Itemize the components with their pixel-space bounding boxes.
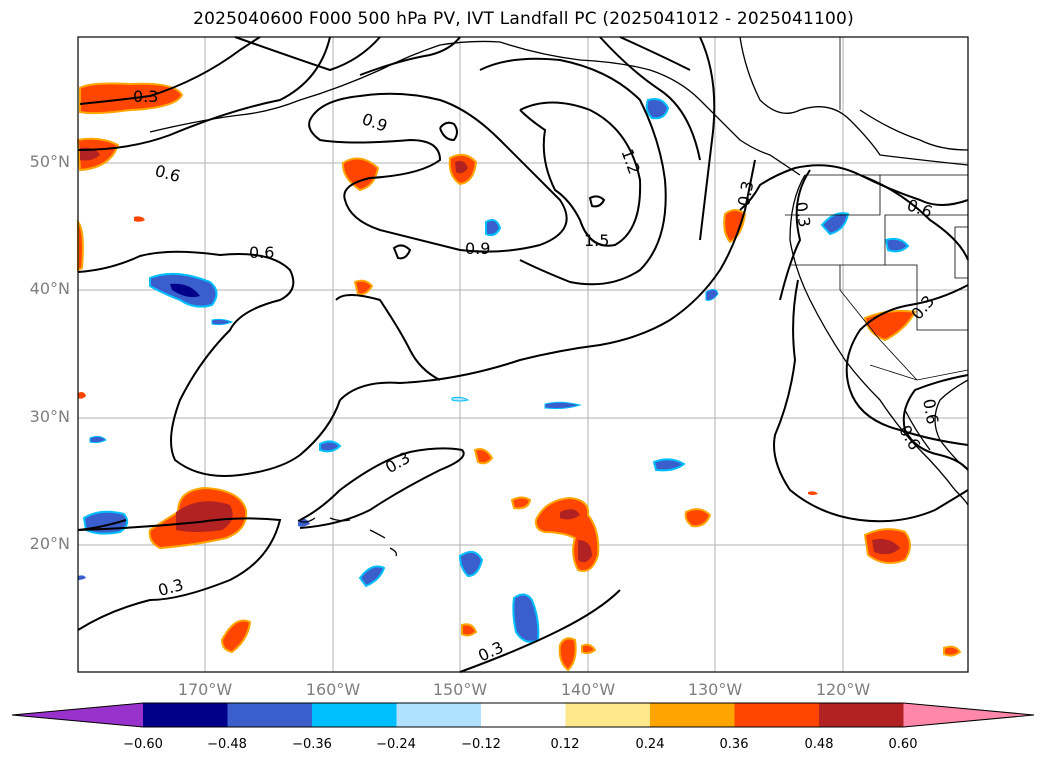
lon-label-160w: 160°W: [305, 680, 361, 699]
lon-label-140w: 140°W: [560, 680, 616, 699]
lon-label-150w: 150°W: [432, 680, 488, 699]
colorbar-tick-label: −0.48: [207, 737, 247, 752]
pv-contours: [77, 36, 969, 673]
lon-label-170w: 170°W: [177, 680, 233, 699]
colorbar: [11, 702, 1035, 728]
lon-label-120w: 120°W: [815, 680, 871, 699]
colorbar-segment: [565, 703, 651, 727]
colorbar-segment: [227, 703, 313, 727]
contour-label: 1.5: [584, 231, 610, 250]
lat-label-50n: 50°N: [29, 152, 70, 171]
colorbar-segment: [396, 703, 482, 727]
colorbar-tick-label: 0.36: [719, 737, 749, 752]
colorbar-outline: [11, 702, 1035, 728]
pv-positive-areas: [76, 82, 962, 672]
map-title: 2025040600 F000 500 hPa PV, IVT Landfall…: [193, 9, 854, 29]
colorbar-segment: [650, 703, 735, 727]
colorbar-segment: [143, 703, 228, 727]
gridlines: [78, 37, 968, 672]
colorbar-tick-label: −0.60: [123, 737, 163, 752]
contour-label: 0.9: [465, 239, 491, 258]
contour-label: 0.3: [133, 87, 159, 106]
colorbar-extend-max: [903, 703, 1034, 727]
colorbar-tick-label: 0.60: [888, 737, 918, 752]
colorbar-segment: [312, 703, 397, 727]
pv-negative-areas: [78, 98, 910, 643]
lat-label-20n: 20°N: [29, 534, 70, 553]
lon-label-130w: 130°W: [687, 680, 743, 699]
colorbar-tick-label: −0.24: [376, 737, 416, 752]
contour-label: 0.6: [249, 243, 275, 262]
lat-label-40n: 40°N: [29, 279, 70, 298]
colorbar-segment: [819, 703, 904, 727]
lat-label-30n: 30°N: [29, 407, 70, 426]
colorbar-tick-label: −0.12: [461, 737, 501, 752]
map-frame: [77, 36, 969, 673]
colorbar-tick-label: 0.12: [550, 737, 580, 752]
colorbar-tick-label: −0.36: [292, 737, 332, 752]
colorbar-tick-label: 0.48: [804, 737, 834, 752]
colorbar-extend-min: [12, 703, 143, 727]
colorbar-tick-label: 0.24: [635, 737, 665, 752]
colorbar-segment: [734, 703, 820, 727]
coastlines: [149, 36, 969, 557]
colorbar-segment: [481, 703, 566, 727]
